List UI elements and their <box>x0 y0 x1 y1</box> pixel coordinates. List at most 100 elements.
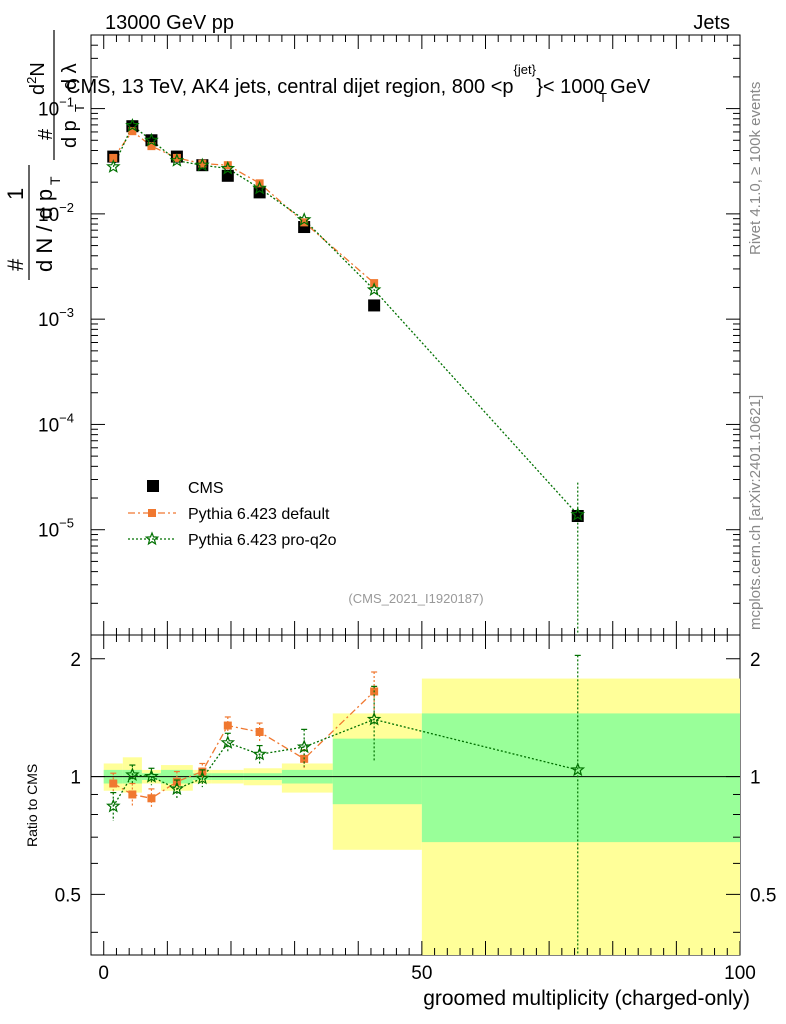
ratio-proq2o-point <box>169 781 185 796</box>
ratio-proq2o-line <box>112 718 578 807</box>
legend-label-cms: CMS <box>188 480 224 497</box>
ylabel-dlambda: d λ <box>59 63 81 90</box>
legend-label-default: Pythia 6.423 default <box>188 506 330 523</box>
xtick-label-1: 50 <box>411 963 432 984</box>
ratio-proq2o-point <box>106 798 121 813</box>
title-superscript: {jet} <box>514 62 537 77</box>
ratio-default-point <box>128 790 137 799</box>
ratio-proq2o-point <box>125 767 140 782</box>
ratio-uncertainty-bands <box>91 678 740 955</box>
legend-marker-default <box>148 509 156 517</box>
ylabel-d: d <box>27 84 49 95</box>
ratio-proq2o-point <box>252 746 267 761</box>
ratio-ylabel: Ratio to CMS <box>24 764 40 847</box>
default-point <box>223 161 232 170</box>
proq2o-line <box>112 124 579 516</box>
proq2o-point <box>220 160 236 175</box>
ylabel-one: 1 <box>3 188 28 200</box>
title-prefix: CMS, 13 TeV, AK4 jets, central dijet reg… <box>66 76 514 98</box>
main-ytick-label-1: 10−2 <box>38 200 74 226</box>
proq2o-point <box>570 507 586 521</box>
cms-point <box>571 509 584 522</box>
title-suffix: }< 1000 GeV <box>536 76 651 98</box>
main-ytick-base: 10 <box>38 310 59 331</box>
ylabel-T-sub-1: T <box>47 176 63 185</box>
legend: CMS Pythia 6.423 default Pythia 6.423 pr… <box>128 480 337 549</box>
legend-label-proq2o: Pythia 6.423 pro-q2o <box>188 532 337 549</box>
ratio-proq2o-point <box>366 711 382 726</box>
band-inner-8 <box>332 738 422 805</box>
proq2o-point <box>106 159 121 173</box>
ylabel-dpT: d p <box>59 120 81 148</box>
ylabel-exponent-2: 2 <box>24 77 39 84</box>
main-ylabel: # 1 d N / d p T # d2N d p T d λ <box>3 30 87 280</box>
legend-marker-cms <box>147 480 159 492</box>
ratio-default-point <box>109 779 118 788</box>
default-point <box>109 153 118 162</box>
analysis-watermark: (CMS_2021_I1920187) <box>348 591 483 606</box>
title-subscript: T <box>599 90 607 105</box>
ratio-default-point <box>223 721 232 730</box>
proq2o-point <box>366 282 382 297</box>
plot-title: CMS, 13 TeV, AK4 jets, central dijet reg… <box>66 62 651 98</box>
band-inner-9 <box>421 713 740 843</box>
ratio-proq2o-point <box>296 739 312 754</box>
ratio-ytick-label-right-1: 1 <box>750 768 761 789</box>
ylabel-T-sub-2: T <box>72 104 87 112</box>
header-left: 13000 GeV pp <box>105 12 234 34</box>
ylabel-hash-1: # <box>3 258 28 271</box>
ylabel-N: N <box>27 62 49 76</box>
ylabel-d2N: d2N <box>24 62 49 95</box>
main-ytick-base: 10 <box>38 521 59 542</box>
proq2o-point <box>144 132 159 147</box>
header-right: Jets <box>693 12 730 34</box>
ratio-axis-ticks: 0.5 0.5 1 1 2 2 0 50 100 <box>55 635 776 984</box>
proq2o-point <box>125 117 140 132</box>
xtick-label-2: 100 <box>724 963 756 984</box>
mcplots-label: mcplots.cern.ch [arXiv:2401.10621] <box>747 395 764 630</box>
proq2o-point <box>252 180 267 195</box>
default-point <box>128 127 137 136</box>
main-ytick-exponent: −4 <box>59 410 74 425</box>
main-axis-ticks: 10−110−210−310−410−5 <box>38 34 741 636</box>
ratio-proq2o-point <box>220 735 236 749</box>
default-point <box>147 142 156 151</box>
main-data-series <box>106 117 586 635</box>
ratio-data-series <box>106 654 586 955</box>
main-ytick-label-3: 10−4 <box>38 410 74 436</box>
ratio-default-point <box>147 794 156 803</box>
main-ytick-label-2: 10−3 <box>38 305 74 331</box>
main-ytick-base: 10 <box>38 205 59 226</box>
main-ytick-base: 10 <box>38 415 59 436</box>
proq2o-point <box>296 212 312 226</box>
proq2o-point <box>195 157 210 172</box>
cms-point <box>368 299 381 312</box>
ratio-proq2o-point <box>570 762 586 777</box>
main-ytick-base: 10 <box>38 100 59 121</box>
xtick-label-0: 0 <box>98 963 109 984</box>
ratio-ytick-label-left-2: 2 <box>70 650 81 671</box>
ylabel-hash-2: # <box>35 128 57 140</box>
main-ytick-exponent: −2 <box>59 200 74 215</box>
default-line <box>112 130 375 284</box>
ratio-ytick-label-left-0: 0.5 <box>55 885 81 906</box>
default-point <box>198 159 207 168</box>
main-ytick-exponent: −3 <box>59 305 74 320</box>
legend-marker-proq2o <box>144 531 160 546</box>
ratio-ytick-label-left-1: 1 <box>70 768 81 789</box>
x-axis-label: groomed multiplicity (charged-only) <box>423 987 750 1010</box>
ratio-ytick-label-right-2: 2 <box>750 650 761 671</box>
main-ytick-label-4: 10−5 <box>38 516 74 542</box>
ratio-default-point <box>255 727 264 736</box>
ylabel-dN-dpT: d N / d p <box>32 189 57 272</box>
ratio-ytick-label-right-0: 0.5 <box>750 885 776 906</box>
ratio-proq2o-point <box>195 770 210 785</box>
rivet-version-label: Rivet 4.1.0, ≥ 100k events <box>747 82 764 255</box>
cms-point <box>253 186 266 199</box>
ratio-proq2o-point <box>144 768 159 783</box>
main-ytick-exponent: −1 <box>59 95 74 110</box>
main-ytick-exponent: −5 <box>59 516 74 531</box>
default-point <box>172 153 181 162</box>
proq2o-point <box>169 153 185 167</box>
